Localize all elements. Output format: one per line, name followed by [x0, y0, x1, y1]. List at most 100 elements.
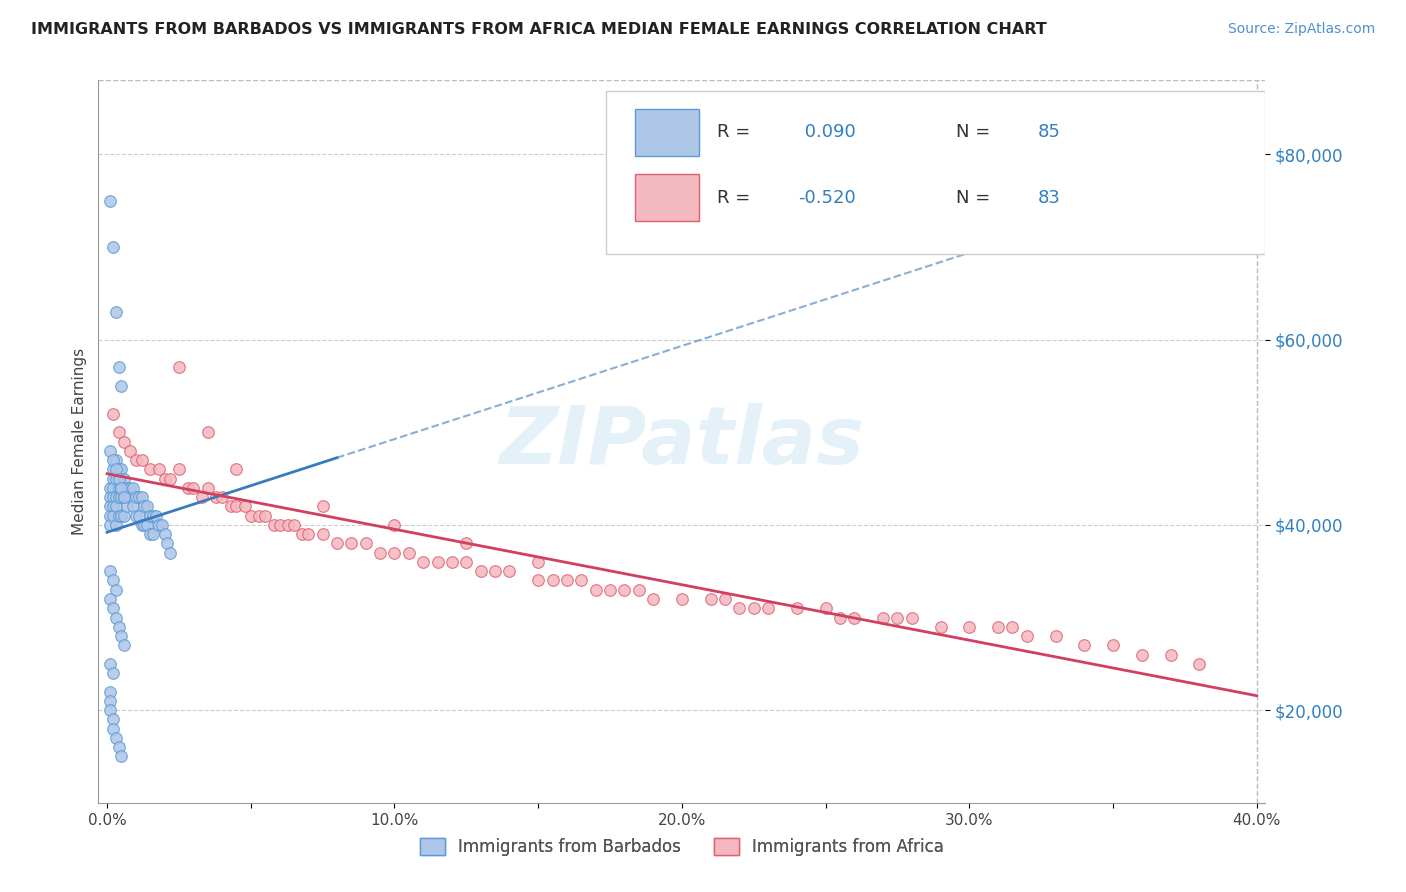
Point	[398, 546, 420, 560]
Point	[1102, 638, 1125, 652]
Point	[112, 490, 135, 504]
Point	[128, 490, 150, 504]
Point	[541, 574, 564, 588]
Point	[142, 508, 165, 523]
Point	[585, 582, 607, 597]
Point	[205, 490, 228, 504]
Point	[159, 546, 181, 560]
Point	[118, 490, 141, 504]
Point	[110, 379, 132, 393]
Point	[110, 481, 132, 495]
Point	[122, 500, 145, 514]
Point	[225, 462, 247, 476]
Point	[104, 490, 127, 504]
Point	[153, 527, 176, 541]
Point	[98, 694, 121, 708]
Point	[643, 592, 665, 607]
Point	[136, 500, 159, 514]
Text: N =: N =	[956, 189, 995, 207]
Point	[901, 610, 924, 624]
Point	[291, 527, 314, 541]
Point	[139, 527, 162, 541]
Point	[929, 620, 952, 634]
Point	[104, 517, 127, 532]
Point	[107, 425, 129, 440]
Text: Source: ZipAtlas.com: Source: ZipAtlas.com	[1227, 22, 1375, 37]
Point	[957, 620, 980, 634]
Point	[107, 490, 129, 504]
Point	[263, 517, 285, 532]
Point	[555, 574, 578, 588]
Point	[283, 517, 305, 532]
Point	[101, 462, 124, 476]
Point	[98, 481, 121, 495]
Point	[98, 508, 121, 523]
Point	[101, 601, 124, 615]
Point	[107, 620, 129, 634]
Point	[297, 527, 319, 541]
Point	[101, 240, 124, 254]
Point	[247, 508, 270, 523]
Point	[219, 500, 242, 514]
Point	[101, 713, 124, 727]
Point	[1160, 648, 1182, 662]
Text: 83: 83	[1038, 189, 1060, 207]
Point	[311, 500, 333, 514]
Point	[498, 564, 520, 578]
Point	[354, 536, 377, 550]
Point	[456, 536, 478, 550]
Point	[426, 555, 449, 569]
Point	[104, 462, 127, 476]
Point	[139, 462, 162, 476]
Point	[98, 684, 121, 698]
Point	[131, 517, 153, 532]
Point	[104, 500, 127, 514]
Point	[159, 472, 181, 486]
Point	[456, 555, 478, 569]
Point	[1130, 648, 1153, 662]
Point	[128, 508, 150, 523]
Point	[613, 582, 636, 597]
Point	[107, 462, 129, 476]
Point	[112, 472, 135, 486]
Point	[254, 508, 277, 523]
Point	[728, 601, 751, 615]
Point	[110, 508, 132, 523]
Point	[134, 517, 156, 532]
Point	[136, 517, 159, 532]
Point	[311, 527, 333, 541]
Point	[484, 564, 506, 578]
Point	[104, 610, 127, 624]
Point	[277, 517, 299, 532]
Point	[101, 722, 124, 736]
FancyBboxPatch shape	[636, 109, 699, 156]
Point	[112, 508, 135, 523]
Point	[153, 472, 176, 486]
Point	[98, 500, 121, 514]
Point	[828, 610, 851, 624]
Point	[440, 555, 463, 569]
Point	[412, 555, 434, 569]
Point	[98, 703, 121, 717]
FancyBboxPatch shape	[606, 91, 1265, 253]
Point	[156, 536, 179, 550]
Point	[104, 305, 127, 319]
Point	[269, 517, 291, 532]
Point	[1045, 629, 1067, 643]
Text: -0.520: -0.520	[799, 189, 856, 207]
Point	[527, 574, 550, 588]
Point	[107, 481, 129, 495]
Point	[101, 508, 124, 523]
Point	[142, 527, 165, 541]
Point	[115, 500, 138, 514]
Point	[112, 638, 135, 652]
Point	[139, 508, 162, 523]
Point	[115, 481, 138, 495]
Legend: Immigrants from Barbados, Immigrants from Africa: Immigrants from Barbados, Immigrants fro…	[413, 831, 950, 863]
Point	[98, 592, 121, 607]
Point	[101, 490, 124, 504]
Point	[110, 481, 132, 495]
Point	[627, 582, 650, 597]
Point	[233, 500, 256, 514]
Point	[167, 360, 190, 375]
